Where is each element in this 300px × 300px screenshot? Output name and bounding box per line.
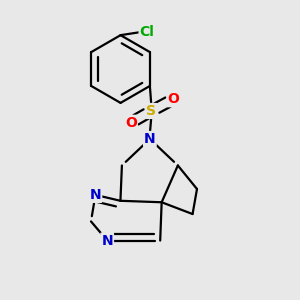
Text: S: S — [146, 104, 156, 118]
Text: O: O — [125, 116, 137, 130]
Text: O: O — [167, 92, 179, 106]
Text: Cl: Cl — [140, 25, 154, 39]
Text: N: N — [90, 188, 101, 202]
Text: N: N — [144, 132, 156, 146]
Text: N: N — [101, 233, 113, 248]
